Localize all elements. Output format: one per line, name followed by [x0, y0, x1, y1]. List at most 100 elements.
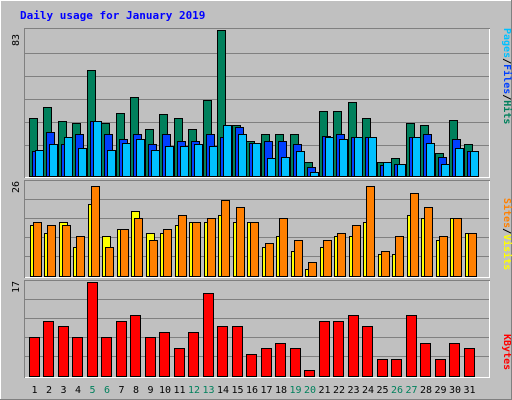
- x-tick-label-14: 14: [217, 385, 229, 396]
- kbytes-bar-day-1: [29, 337, 40, 377]
- sites-bar-day-31: [468, 233, 477, 277]
- x-tick-label-19: 19: [289, 385, 301, 396]
- pages-bar-day-27: [412, 137, 421, 177]
- legend-visits-sites: Sites/Visits: [501, 198, 512, 270]
- legend-pages: Pages: [501, 28, 512, 58]
- kbytes-bar-day-25: [377, 359, 388, 377]
- pages-bar-day-1: [35, 150, 44, 177]
- sites-bar-day-17: [265, 243, 274, 277]
- ymax-label-visits: 26: [11, 181, 22, 193]
- sites-bar-day-7: [120, 229, 129, 277]
- sites-bar-day-6: [105, 247, 114, 277]
- sites-bar-day-28: [424, 207, 433, 277]
- x-tick-label-2: 2: [46, 385, 52, 396]
- pages-bar-day-10: [165, 146, 174, 177]
- legend-sep-2: /: [501, 94, 512, 100]
- pages-bar-day-18: [281, 157, 290, 177]
- sites-bar-day-21: [323, 240, 332, 277]
- x-tick-label-26: 26: [391, 385, 403, 396]
- x-tick-label-28: 28: [420, 385, 432, 396]
- kbytes-bar-day-10: [159, 332, 170, 377]
- x-tick-label-12: 12: [188, 385, 200, 396]
- x-tick-label-15: 15: [231, 385, 243, 396]
- sites-bar-day-30: [453, 218, 462, 277]
- kbytes-bar-day-23: [348, 315, 359, 377]
- ymax-label-kbytes: 17: [11, 281, 22, 293]
- pages-bar-day-15: [238, 134, 247, 177]
- kbytes-bar-day-16: [246, 354, 257, 377]
- sites-bar-day-18: [279, 218, 288, 277]
- pages-bar-day-16: [252, 143, 261, 177]
- legend-hits: Hits: [501, 100, 512, 124]
- pages-bar-day-4: [78, 148, 87, 177]
- sites-bar-day-3: [62, 225, 71, 277]
- sites-bar-day-27: [410, 193, 419, 277]
- sites-bar-day-15: [236, 207, 245, 277]
- x-tick-label-20: 20: [304, 385, 316, 396]
- ymax-label-hits: 83: [11, 34, 22, 46]
- pages-bar-day-20: [310, 172, 319, 177]
- pages-bar-day-14: [223, 125, 232, 177]
- pages-bar-day-8: [136, 139, 145, 177]
- pages-bar-day-28: [426, 143, 435, 177]
- pages-bar-day-11: [180, 146, 189, 177]
- x-tick-label-22: 22: [333, 385, 345, 396]
- sites-bar-day-13: [207, 218, 216, 277]
- kbytes-bar-day-21: [319, 321, 330, 377]
- sites-bar-day-22: [337, 233, 346, 277]
- sites-bar-day-29: [439, 236, 448, 277]
- x-tick-label-30: 30: [449, 385, 461, 396]
- sites-bar-day-26: [395, 236, 404, 277]
- x-tick-label-29: 29: [434, 385, 446, 396]
- pages-bar-day-17: [267, 158, 276, 177]
- x-tick-label-4: 4: [75, 385, 81, 396]
- x-tick-label-5: 5: [89, 385, 95, 396]
- kbytes-bar-day-5: [87, 282, 98, 377]
- pages-bar-day-23: [354, 137, 363, 177]
- kbytes-bar-day-3: [58, 326, 69, 377]
- pages-bar-day-9: [151, 150, 160, 177]
- sites-bar-day-25: [381, 251, 390, 277]
- pages-bar-day-13: [209, 146, 218, 177]
- sites-bar-day-2: [47, 225, 56, 277]
- sites-bar-day-20: [308, 262, 317, 277]
- kbytes-bar-day-8: [130, 315, 141, 377]
- sites-bar-day-24: [366, 186, 375, 277]
- kbytes-bar-day-13: [203, 293, 214, 377]
- pages-bar-day-31: [470, 151, 479, 177]
- x-tick-label-23: 23: [347, 385, 359, 396]
- pages-bar-day-30: [455, 148, 464, 177]
- legend-kbytes: KBytes: [501, 334, 512, 370]
- pages-bar-day-25: [383, 162, 392, 177]
- bar-layer: [29, 30, 479, 377]
- kbytes-bar-day-22: [333, 321, 344, 377]
- legend-files: Files: [501, 64, 512, 94]
- sites-bar-day-16: [250, 222, 259, 277]
- panel-visits-sites: [24, 180, 490, 278]
- kbytes-bar-day-11: [174, 348, 185, 377]
- kbytes-bar-day-14: [217, 326, 228, 377]
- kbytes-bar-day-24: [362, 326, 373, 377]
- x-axis-labels: 1 2 3 4 5 6 7 8 9 10 11 12 13 14 15 16 17 18 19 20 21 22 23 24 2…: [31, 385, 475, 396]
- kbytes-bar-day-29: [435, 359, 446, 377]
- kbytes-bar-day-17: [261, 348, 272, 377]
- x-tick-label-6: 6: [104, 385, 110, 396]
- panel-hits-files-pages: [24, 28, 490, 178]
- pages-bar-day-29: [441, 164, 450, 177]
- legend-sep-1: /: [501, 58, 512, 64]
- kbytes-bar-day-18: [275, 343, 286, 377]
- kbytes-bar-day-28: [420, 343, 431, 377]
- legend-visits: Visits: [501, 234, 512, 270]
- x-tick-label-31: 31: [463, 385, 475, 396]
- x-tick-label-25: 25: [376, 385, 388, 396]
- x-tick-label-16: 16: [246, 385, 258, 396]
- kbytes-bar-day-12: [188, 332, 199, 377]
- panel-kbytes: [24, 280, 490, 378]
- sites-bar-day-8: [134, 218, 143, 277]
- sites-bar-day-10: [163, 229, 172, 277]
- sites-bar-day-4: [76, 236, 85, 277]
- sites-bar-day-19: [294, 240, 303, 277]
- x-tick-label-13: 13: [202, 385, 214, 396]
- x-tick-label-11: 11: [173, 385, 185, 396]
